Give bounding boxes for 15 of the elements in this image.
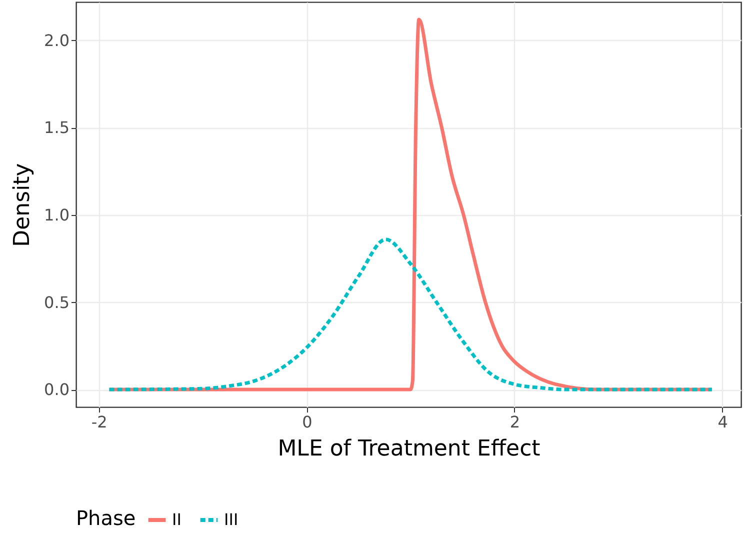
x-tick-label: 0 <box>302 412 312 432</box>
y-tick-label: 1.0 <box>44 205 70 224</box>
x-tick-label: -2 <box>91 412 108 432</box>
y-axis-title: Density <box>10 163 36 247</box>
x-tick-label: 4 <box>718 412 728 432</box>
y-tick-label: 0.0 <box>44 380 70 400</box>
y-tick-label: 2.0 <box>44 30 70 50</box>
x-axis-title: MLE of Treatment Effect <box>278 436 541 462</box>
legend-label: III <box>224 510 238 529</box>
legend-title: Phase <box>76 506 136 530</box>
y-tick-label: 0.5 <box>44 292 70 312</box>
y-tick-label: 1.5 <box>44 118 70 138</box>
x-tick-label: 2 <box>510 412 520 432</box>
legend-label: II <box>172 510 182 529</box>
line-series <box>108 238 714 392</box>
